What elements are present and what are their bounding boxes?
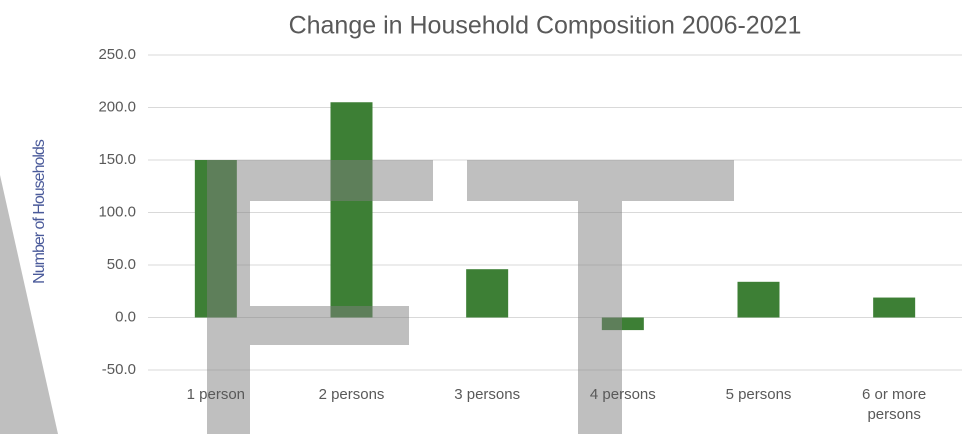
x-tick-label: 4 persons [589,386,656,403]
watermark-f-middle [250,306,409,345]
y-tick-label: 150.0 [98,151,136,168]
bar [466,269,509,318]
watermark-a [0,175,58,434]
y-axis-label: Number of Households [31,139,48,284]
watermark [0,160,734,434]
watermark-t-stem [578,201,622,434]
watermark-f-stem [207,160,250,434]
y-tick-label: 200.0 [98,98,136,115]
bar [873,297,916,318]
x-tick-label: 1 person [186,386,246,403]
watermark-t-top [467,160,734,201]
x-tick-label: 3 persons [454,386,521,403]
x-tick-label: 6 or more persons [862,386,927,423]
y-tick-label: -50.0 [102,361,136,378]
bar [737,281,780,318]
y-tick-label: 0.0 [115,308,136,325]
bar [330,102,373,318]
chart-title: Change in Household Composition 2006-202… [289,12,802,40]
watermark-f-top [250,160,433,201]
bars [194,102,916,331]
y-tick-label: 100.0 [98,203,136,220]
y-tick-label: 250.0 [98,46,136,63]
y-tick-label: 50.0 [107,256,136,273]
x-tick-label: 2 persons [318,386,385,403]
x-tick-label: 5 persons [725,386,792,403]
